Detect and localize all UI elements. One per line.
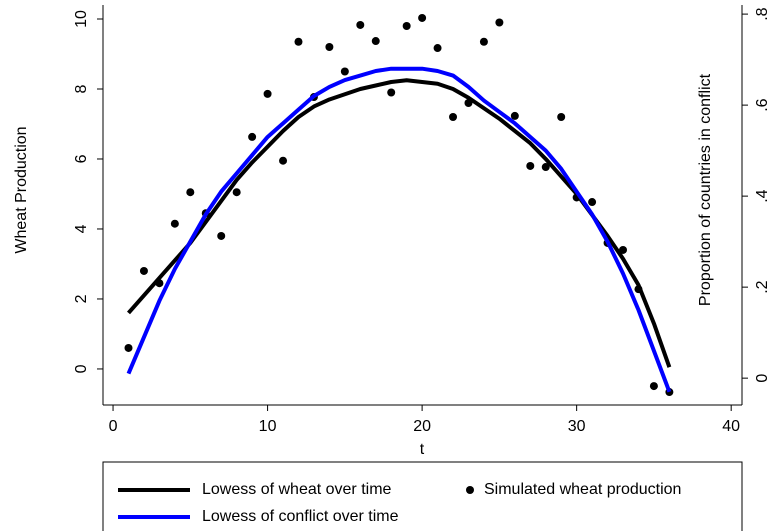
data-point (649, 382, 658, 391)
data-point (634, 285, 643, 294)
data-point (186, 188, 195, 197)
data-point (387, 88, 396, 97)
data-point (526, 161, 535, 170)
data-point (248, 132, 257, 141)
data-point (402, 21, 411, 30)
data-point (232, 188, 241, 197)
data-point (124, 343, 133, 352)
y2-tick-label: 0 (754, 374, 771, 383)
data-point (449, 112, 458, 121)
data-point (495, 18, 504, 27)
y-tick-label: 8 (73, 84, 90, 93)
data-point (279, 156, 288, 165)
data-point (155, 279, 164, 288)
data-point (325, 42, 334, 51)
legend-box (102, 461, 743, 531)
x-tick-label: 10 (259, 418, 277, 435)
x-tick-label: 20 (413, 418, 431, 435)
y2-axis-title: Proportion of countries in conflict (697, 73, 714, 306)
data-point (356, 20, 365, 29)
x-tick-label: 40 (722, 418, 740, 435)
data-point (557, 112, 566, 121)
data-point (541, 163, 550, 172)
x-axis-title: t (420, 441, 425, 458)
data-point (263, 89, 272, 98)
data-point (433, 44, 442, 53)
legend-label: Lowess of conflict over time (202, 508, 399, 525)
y-tick-label: 10 (73, 10, 90, 28)
data-point (418, 13, 427, 22)
legend-marker (466, 486, 474, 494)
y-tick-label: 2 (73, 294, 90, 303)
x-tick-label: 0 (109, 418, 118, 435)
data-point (479, 37, 488, 46)
y2-tick-label: .4 (754, 189, 771, 202)
y2-tick-label: .6 (754, 98, 771, 111)
data-point (139, 266, 148, 275)
data-point (217, 231, 226, 240)
y-tick-label: 6 (73, 154, 90, 163)
y2-tick-label: .2 (754, 280, 771, 293)
y-tick-label: 0 (73, 364, 90, 373)
y2-tick-label: .8 (754, 7, 771, 20)
data-point (510, 111, 519, 120)
data-point (340, 67, 349, 76)
legend-label: Lowess of wheat over time (202, 481, 392, 498)
x-tick-label: 30 (568, 418, 586, 435)
y-axis-title: Wheat Production (13, 126, 30, 253)
data-point (294, 37, 303, 46)
data-point (170, 219, 179, 228)
data-point (464, 98, 473, 107)
y-tick-label: 4 (73, 224, 90, 233)
data-point (371, 37, 380, 46)
data-point (588, 198, 597, 207)
data-point (619, 245, 628, 254)
series-line (126, 66, 672, 393)
legend-label: Simulated wheat production (484, 481, 681, 498)
